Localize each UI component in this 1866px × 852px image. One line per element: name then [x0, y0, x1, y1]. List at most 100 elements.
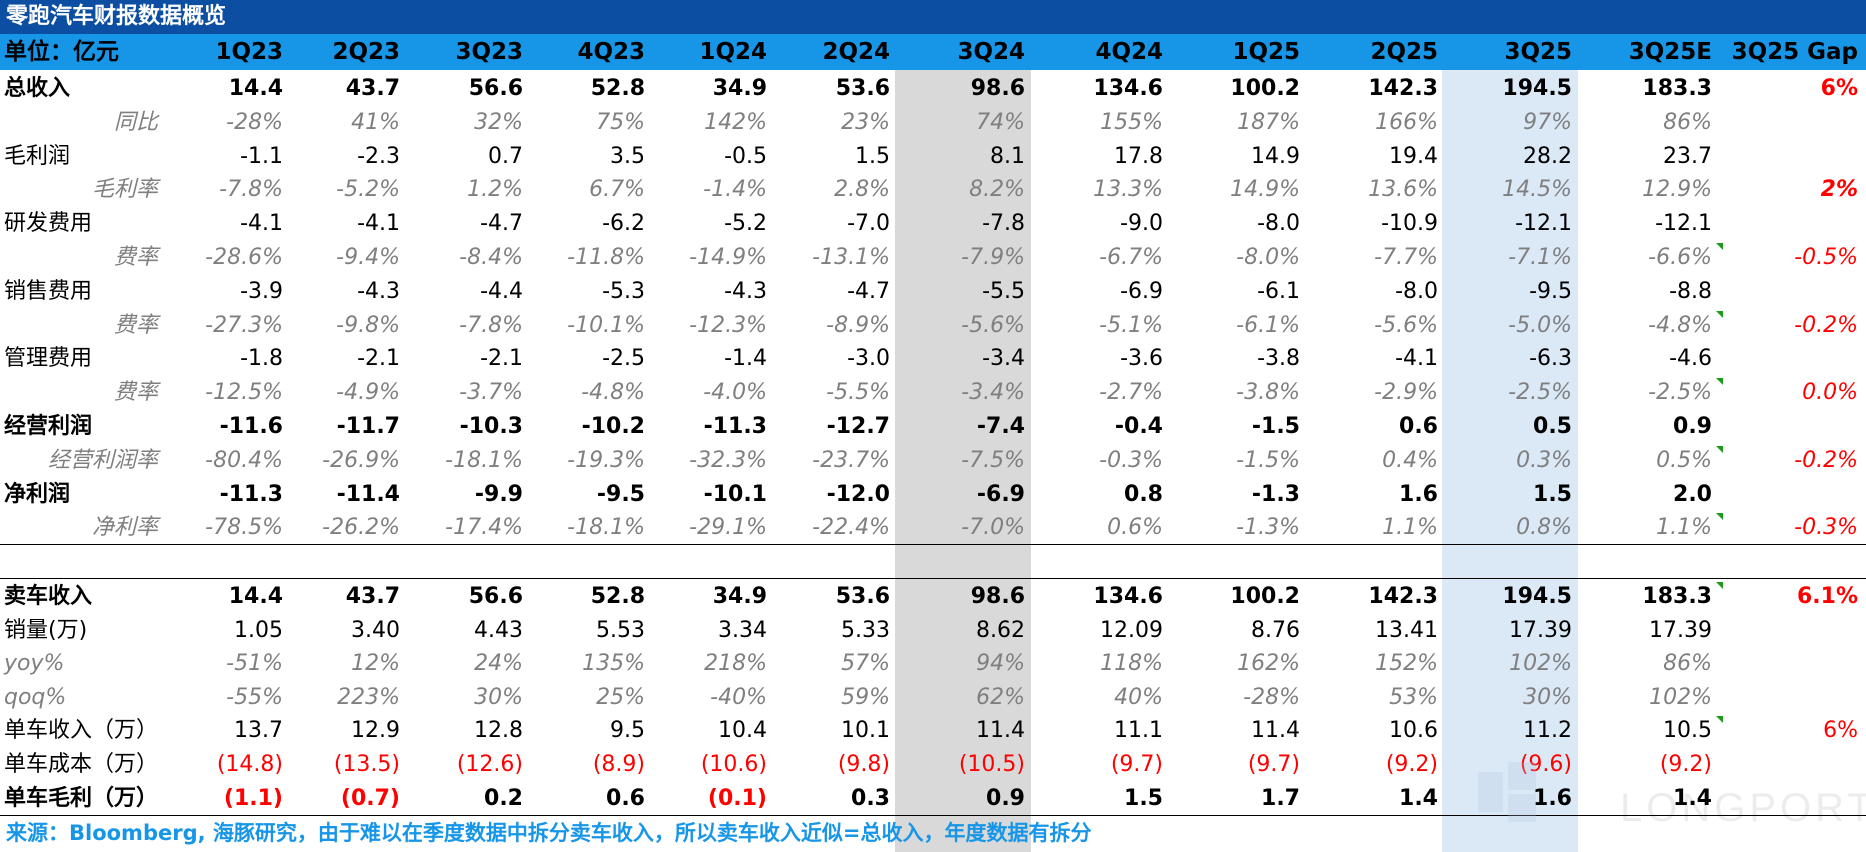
table-cell: -4.7	[847, 278, 890, 304]
table-cell: 2.8%	[834, 177, 890, 203]
table-cell: (9.6)	[1519, 752, 1572, 777]
table-cell: -78.5%	[205, 515, 283, 541]
table-cell: 0.4%	[1382, 447, 1438, 473]
table-row: 同比 -28% 41% 32% 75% 142% 23% 74% 155% 187% 166% 97%…	[0, 106, 1866, 140]
gap-cell: 6%	[1823, 718, 1858, 744]
row-label: 卖车收入	[4, 584, 93, 609]
table-cell: 10.6	[1389, 718, 1438, 744]
table-cell: 74%	[976, 109, 1025, 135]
table-cell: -1.3%	[1236, 515, 1300, 541]
table-cell: -8.9%	[826, 312, 890, 338]
table-cell: 0.5%	[1656, 447, 1712, 473]
table-cell: 0.7	[488, 143, 523, 169]
table-cell: 4.43	[474, 617, 523, 643]
comment-flag-icon	[1716, 243, 1723, 250]
row-label: 总收入	[4, 76, 71, 101]
table-cell: 25%	[596, 684, 645, 710]
table-row: 销售费用 -3.9 -4.3 -4.4 -5.3 -4.3 -4.7 -5.5 -6.9 -6.1…	[0, 275, 1866, 309]
table-cell: -3.8	[1257, 346, 1300, 372]
row-label: 销量(万)	[4, 617, 88, 643]
table-cell: -7.7%	[1374, 245, 1438, 270]
row-label: 单车收入（万）	[4, 718, 159, 744]
table-cell: -1.5%	[1236, 447, 1300, 473]
table-cell: 14.5%	[1502, 177, 1572, 203]
table-cell: 11.2	[1523, 718, 1572, 744]
table-cell: 194.5	[1502, 584, 1572, 609]
watermark-text: LONGPORT	[1620, 786, 1866, 830]
table-cell: 134.6	[1093, 584, 1163, 609]
row-label: 销售费用	[4, 278, 93, 304]
table-row: 卖车收入 14.4 43.7 56.6 52.8 34.9 53.6 98.6 134.6 100…	[0, 580, 1866, 614]
table-cell: (0.7)	[340, 785, 400, 811]
table-cell: 86%	[1663, 651, 1712, 677]
table-cell: 183.3	[1642, 76, 1712, 101]
table-cell: 13.41	[1375, 617, 1438, 643]
table-cell: 9.5	[610, 718, 645, 744]
table-cell: -7.0%	[961, 515, 1025, 541]
table-cell: 1.4	[1399, 785, 1438, 811]
table-cell: 11.4	[976, 718, 1025, 744]
column-header-1q24: 1Q24	[699, 39, 767, 65]
table-cell: -80.4%	[205, 447, 283, 473]
table-cell: -12.5%	[205, 380, 283, 406]
table-cell: -2.5%	[1508, 380, 1572, 406]
table-cell: -18.1%	[567, 515, 645, 541]
table-cell: 223%	[337, 684, 400, 710]
table-cell: -13.1%	[812, 245, 890, 270]
table-cell: 19.4	[1389, 143, 1438, 169]
row-label: 经营利润	[4, 414, 93, 439]
table-cell: 152%	[1375, 651, 1438, 677]
table-cell: -2.3	[357, 143, 400, 169]
header-row: 单位：亿元 1Q23 2Q23 3Q23 4Q23 1Q24 2Q24 3Q24 4Q24 1Q…	[0, 34, 1866, 70]
table-cell: -12.0	[826, 481, 890, 507]
table-row: 费率 -27.3% -9.8% -7.8% -10.1% -12.3% -8.9% -5.6%…	[0, 309, 1866, 343]
table-cell: 155%	[1100, 109, 1163, 135]
table-cell: -2.7%	[1099, 380, 1163, 406]
table-cell: -19.3%	[567, 447, 645, 473]
table-cell: (0.1)	[707, 785, 767, 811]
table-cell: 30%	[474, 684, 523, 710]
table-cell: 142%	[704, 109, 767, 135]
table-cell: -17.4%	[445, 515, 523, 541]
table-cell: 40%	[1114, 684, 1163, 710]
table-cell: 52.8	[590, 584, 645, 609]
table-cell: 75%	[596, 109, 645, 135]
table-cell: 134.6	[1093, 76, 1163, 101]
table-cell: -28%	[226, 109, 283, 135]
table-cell: -7.8%	[219, 177, 283, 203]
table-cell: (10.6)	[700, 752, 767, 777]
table-cell: 30%	[1523, 684, 1572, 710]
table-cell: -22.4%	[812, 515, 890, 541]
table-cell: -11.3	[703, 414, 767, 439]
row-label: 费率	[113, 380, 158, 406]
table-cell: -1.8	[240, 346, 283, 372]
table-cell: 6.7%	[589, 177, 645, 203]
table-cell: -11.4	[336, 481, 400, 507]
table-cell: 23%	[841, 109, 890, 135]
table-cell: 12%	[351, 651, 400, 677]
table-cell: 0.6%	[1107, 515, 1163, 541]
table-cell: 5.33	[841, 617, 890, 643]
table-cell: -8.0	[1395, 278, 1438, 304]
table-cell: 43.7	[345, 76, 400, 101]
row-label: 同比	[113, 109, 158, 135]
row-label: yoy%	[4, 651, 65, 677]
table-cell: -9.9	[474, 481, 523, 507]
table-row: 研发费用 -4.1 -4.1 -4.7 -6.2 -5.2 -7.0 -7.8 -9.0 -8.0…	[0, 207, 1866, 241]
table-cell: 13.3%	[1093, 177, 1163, 203]
table-cell: (9.8)	[837, 752, 890, 777]
table-cell: (8.9)	[592, 752, 645, 777]
row-label: qoq%	[4, 684, 67, 710]
table-cell: -1.5	[1251, 414, 1300, 439]
column-header-4q24: 4Q24	[1095, 39, 1163, 65]
table-cell: 1.5	[1124, 785, 1163, 811]
table-cell: 102%	[1649, 684, 1712, 710]
table-cell: -9.0	[1120, 211, 1163, 237]
column-header-3q25e: 3Q25E	[1628, 39, 1712, 65]
table-cell: 17.8	[1114, 143, 1163, 169]
comment-flag-icon	[1716, 378, 1723, 386]
table-cell: -5.5%	[826, 380, 890, 406]
table-cell: 98.6	[970, 76, 1025, 101]
table-cell: -5.0%	[1508, 312, 1572, 338]
